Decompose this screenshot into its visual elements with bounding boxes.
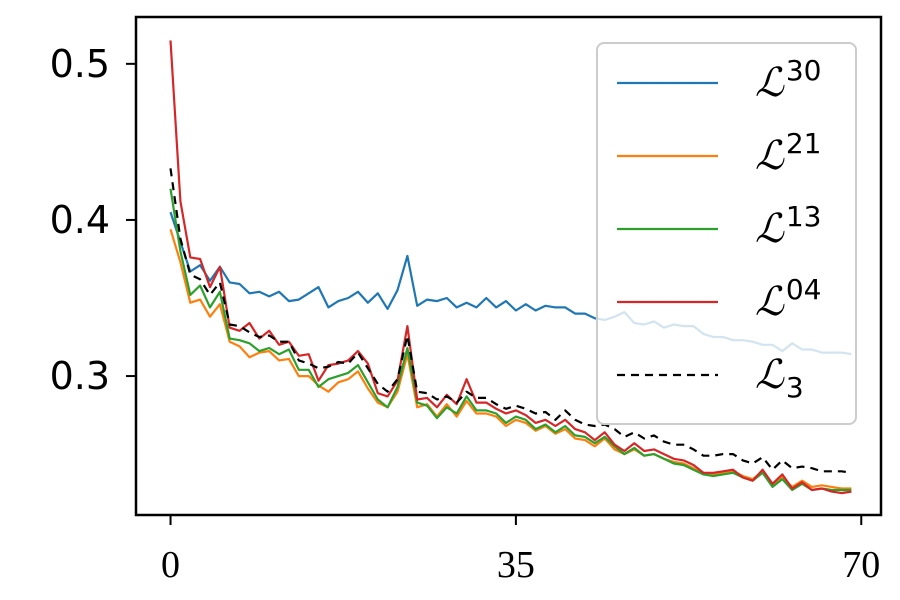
legend-label-3: ℒ13 [755,200,821,251]
x-axis: 0 35 70 [161,515,880,586]
legend: ℒ30 ℒ21 ℒ13 ℒ04 ℒ3 [596,42,857,425]
series-line-3 [169,188,852,492]
y-tick-label: 0.3 [50,354,110,398]
plot-frame [134,15,883,517]
x-tick-label: 35 [497,544,535,586]
series-line-4 [169,40,852,495]
legend-label-4: ℒ04 [755,273,821,324]
legend-box [596,42,857,425]
series-line-5 [169,168,852,474]
x-tick-label: 70 [842,544,880,586]
y-tick-label: 0.5 [50,42,110,86]
x-tick-label: 0 [161,544,180,586]
y-axis: 0.3 0.4 0.5 [50,42,136,398]
legend-label-1: ℒ30 [755,54,821,105]
y-tick-label: 0.4 [50,198,110,242]
legend-label-5: ℒ3 [755,352,804,404]
legend-label-2: ℒ21 [755,127,821,178]
